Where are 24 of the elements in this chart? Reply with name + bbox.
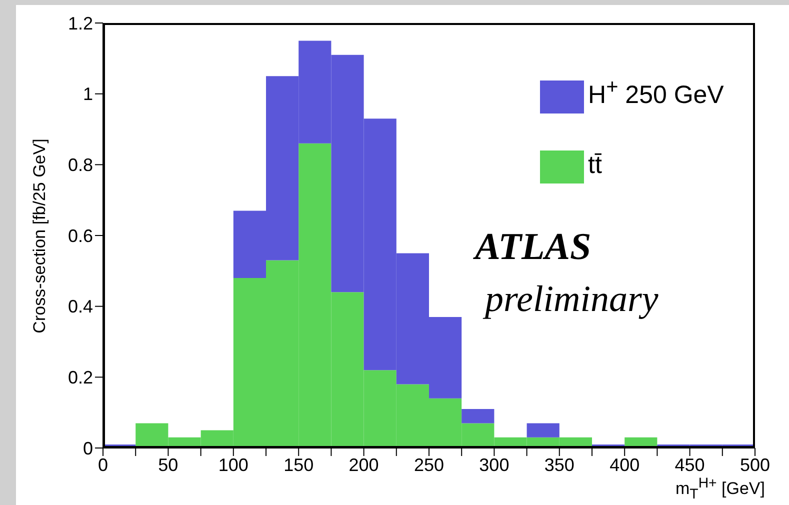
annotation: preliminary — [485, 279, 658, 320]
x-tick-label: 200 — [348, 454, 379, 475]
x-tick-label: 450 — [674, 454, 705, 475]
x-tick-label: 250 — [414, 454, 444, 475]
y-tick-label: 1 — [82, 84, 93, 104]
x-tick-label: 50 — [158, 454, 178, 475]
y-tick-label: 0 — [82, 438, 93, 458]
x-tick-label: 100 — [218, 454, 248, 475]
y-tick-label: 0.8 — [68, 155, 93, 176]
y-tick-label: 0.4 — [68, 296, 93, 317]
x-tick-label: 0 — [98, 454, 108, 475]
y-axis-title: Cross-section [fb/25 GeV] — [30, 138, 49, 333]
y-tick-label: 0.6 — [68, 226, 93, 246]
legend-label: tt̄ — [588, 151, 602, 180]
x-tick-label: 150 — [284, 454, 314, 475]
x-tick-label: 400 — [610, 454, 640, 475]
x-tick-label: 500 — [740, 454, 770, 475]
x-tick-label: 350 — [544, 454, 574, 475]
y-tick-label: 1.2 — [68, 13, 93, 34]
legend-label: H$^{+}$ 250 GeV — [588, 76, 724, 110]
x-tick-label: 300 — [479, 454, 510, 475]
y-tick-label: 0.2 — [68, 368, 93, 388]
x-axis-title: m$_{T}$$^{H+}$ [GeV] — [675, 475, 765, 502]
annotation: ATLAS — [475, 226, 592, 268]
